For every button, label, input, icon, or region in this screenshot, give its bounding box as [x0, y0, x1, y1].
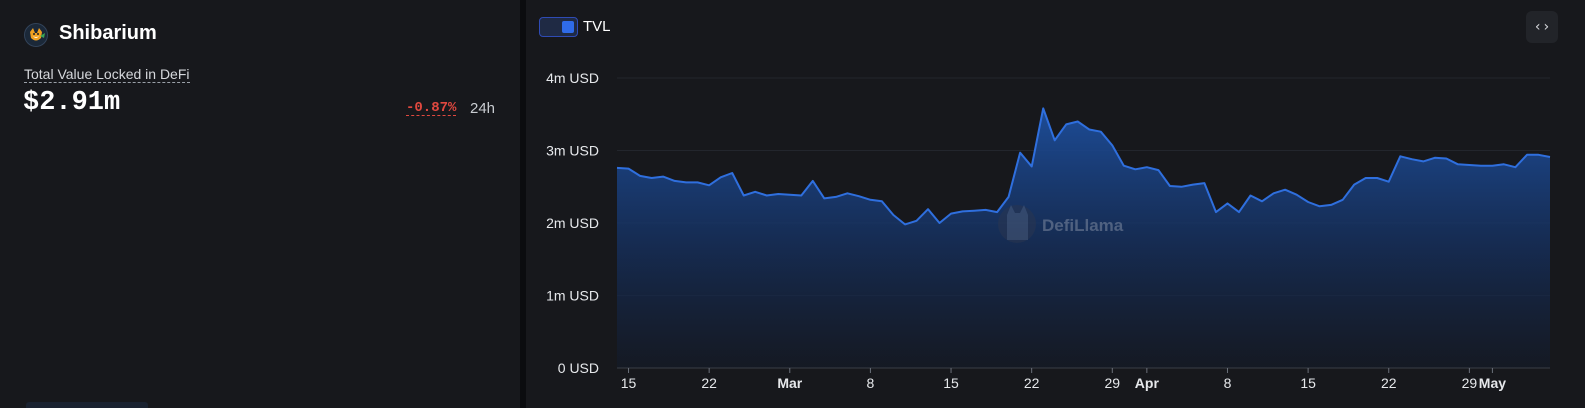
change-period-label: 24h: [470, 100, 496, 117]
x-tick-label: 22: [701, 375, 717, 391]
toggle-knob: [562, 21, 574, 33]
embed-code-button[interactable]: ‹›: [1526, 11, 1558, 43]
x-tick-label: 15: [1300, 375, 1316, 391]
tvl-legend-toggle[interactable]: [539, 17, 578, 37]
x-tick-label: 8: [1224, 375, 1232, 391]
y-tick-label: 1m USD: [546, 288, 599, 304]
tvl-label[interactable]: Total Value Locked in DeFi: [24, 66, 190, 83]
x-tick-label: 15: [621, 375, 637, 391]
tvl-value: $2.91m: [23, 88, 121, 118]
tvl-change-24h[interactable]: -0.87%: [406, 100, 457, 116]
y-tick-label: 0 USD: [558, 360, 599, 376]
tvl-area-fill: [617, 108, 1550, 369]
x-tick-label: 15: [943, 375, 959, 391]
x-tick-label: 22: [1024, 375, 1040, 391]
defillama-logo-icon: [998, 205, 1036, 243]
x-tick-label: 29: [1105, 375, 1121, 391]
x-tick-label: May: [1479, 375, 1506, 391]
protocol-summary-panel: Shibarium Total Value Locked in DeFi $2.…: [0, 0, 520, 408]
x-tick-label: 8: [867, 375, 875, 391]
x-tick-label: Mar: [777, 375, 802, 391]
tvl-legend-label[interactable]: TVL: [583, 18, 611, 35]
x-tick-label: 29: [1462, 375, 1478, 391]
x-tick-label: 22: [1381, 375, 1397, 391]
y-tick-label: 3m USD: [546, 143, 599, 159]
chain-name: Shibarium: [59, 22, 157, 44]
defillama-watermark: DefiLlama: [1042, 216, 1124, 235]
x-tick-label: Apr: [1135, 375, 1160, 391]
tvl-series-line[interactable]: [616, 107, 1551, 226]
y-tick-label: 2m USD: [546, 215, 599, 231]
y-tick-label: 4m USD: [546, 70, 599, 86]
bottom-tab-indicator: [26, 402, 148, 408]
tvl-chart[interactable]: DefiLlama 0 USD 1m USD 2m USD 3m USD 4m USD 1…: [526, 0, 1585, 408]
shibarium-logo-icon: [24, 23, 48, 47]
